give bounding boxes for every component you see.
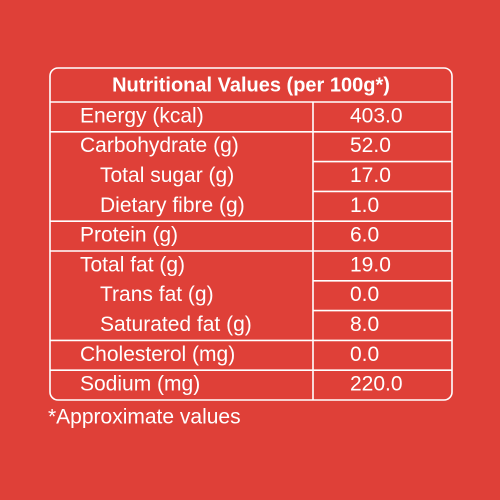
table-title: Nutritional Values (per 100g*) [112, 74, 390, 96]
row-value: 0.0 [350, 283, 379, 306]
row-value: 17.0 [350, 164, 391, 187]
row-label: Carbohydrate (g) [80, 134, 239, 157]
row-value: 8.0 [350, 313, 379, 336]
row-value: 403.0 [350, 104, 403, 127]
row-label: Saturated fat (g) [100, 313, 252, 336]
row-label: Total fat (g) [80, 253, 185, 276]
row-label: Energy (kcal) [80, 104, 204, 127]
row-value: 52.0 [350, 134, 391, 157]
row-label: Protein (g) [80, 224, 178, 247]
row-value: 19.0 [350, 253, 391, 276]
table-border [49, 67, 453, 401]
row-label: Dietary fibre (g) [100, 194, 245, 217]
row-label: Trans fat (g) [100, 283, 214, 306]
row-value: 0.0 [350, 343, 379, 366]
row-label: Cholesterol (mg) [80, 343, 235, 366]
row-label: Sodium (mg) [80, 373, 200, 396]
row-label: Total sugar (g) [100, 164, 234, 187]
footnote: *Approximate values [48, 406, 241, 429]
row-value: 6.0 [350, 224, 379, 247]
row-value: 1.0 [350, 194, 379, 217]
row-value: 220.0 [350, 373, 403, 396]
